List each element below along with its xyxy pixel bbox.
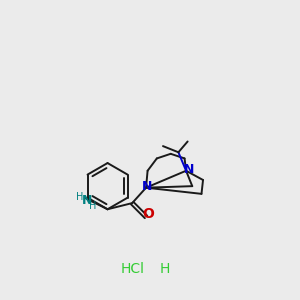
Text: H: H [159, 262, 170, 275]
Text: O: O [142, 207, 154, 221]
Text: H: H [89, 201, 97, 211]
Text: N: N [184, 163, 194, 176]
Text: H: H [76, 192, 83, 202]
Text: N: N [82, 194, 92, 207]
Text: N: N [142, 180, 152, 194]
Text: HCl: HCl [120, 262, 144, 275]
